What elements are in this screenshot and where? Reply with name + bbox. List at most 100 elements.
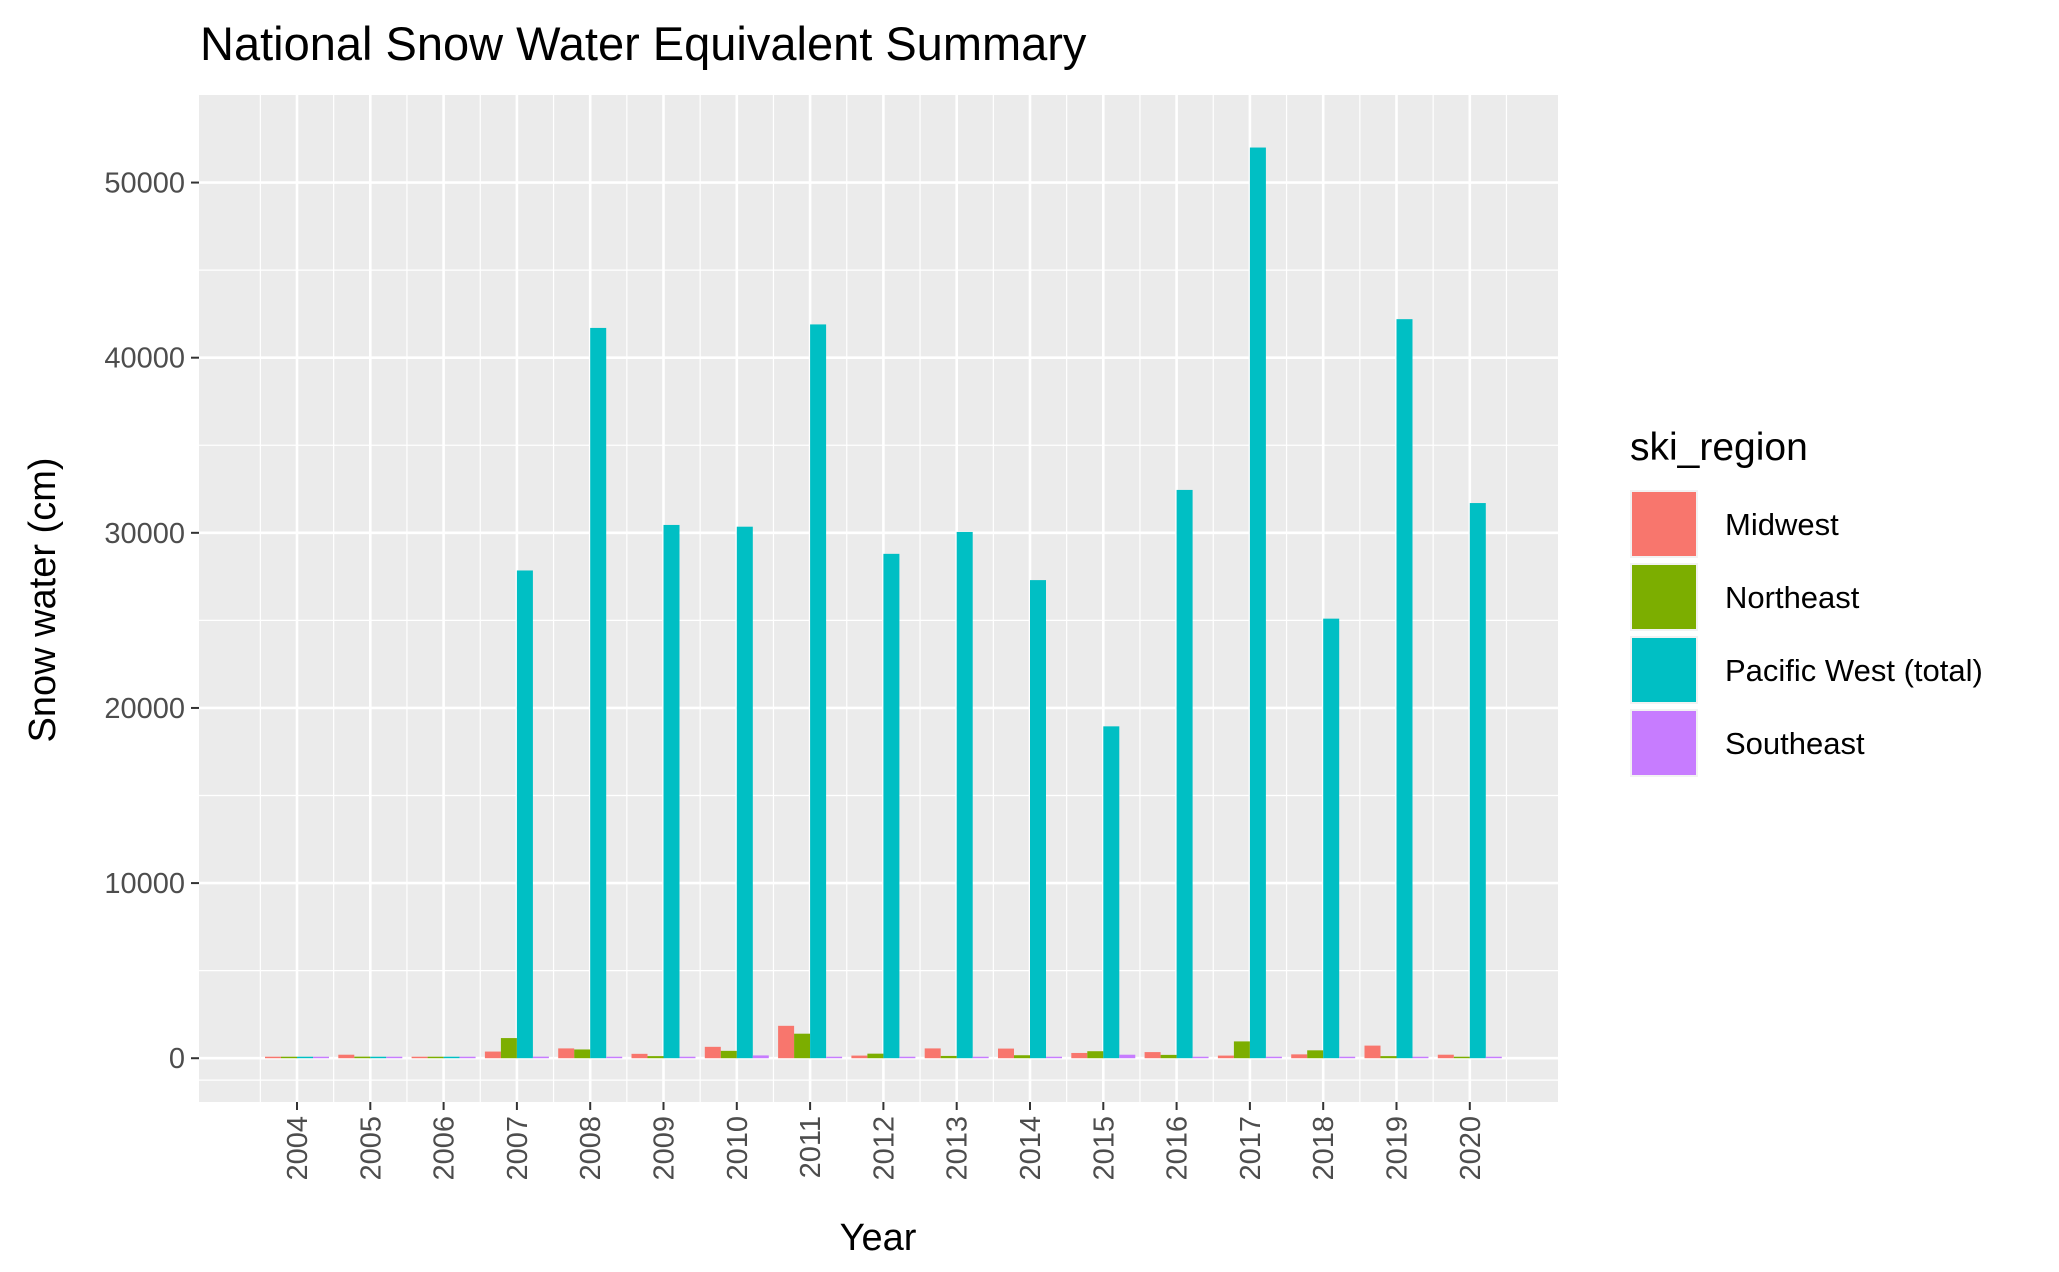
bar-southeast-2019 <box>1412 1056 1429 1059</box>
bar-pacific-west-total-2010 <box>736 526 753 1059</box>
bar-midwest-2007 <box>484 1051 501 1059</box>
y-tick-label: 30000 <box>104 518 185 550</box>
bar-northeast-2008 <box>574 1049 591 1059</box>
bar-midwest-2018 <box>1291 1054 1308 1059</box>
y-tick-label: 40000 <box>104 343 185 375</box>
x-tick-label: 2012 <box>868 1116 900 1181</box>
bar-pacific-west-total-2012 <box>883 553 900 1059</box>
bar-midwest-2019 <box>1364 1045 1381 1059</box>
bar-midwest-2015 <box>1071 1052 1088 1059</box>
bar-southeast-2011 <box>826 1056 843 1059</box>
legend: ski_region Midwest Northeast Pacific West … <box>1630 426 1983 777</box>
x-tick-label: 2018 <box>1308 1116 1340 1181</box>
bar-pacific-west-total-2011 <box>810 324 827 1059</box>
bar-northeast-2006 <box>427 1056 444 1059</box>
bar-southeast-2015 <box>1119 1054 1136 1059</box>
x-tick-label: 2010 <box>722 1116 754 1181</box>
bar-pacific-west-total-2015 <box>1103 726 1120 1059</box>
legend-label: Southeast <box>1725 726 1865 761</box>
legend-title: ski_region <box>1630 426 1808 469</box>
bar-northeast-2013 <box>940 1055 957 1059</box>
bar-northeast-2019 <box>1380 1056 1397 1059</box>
bar-pacific-west-total-2004 <box>297 1056 313 1059</box>
bar-northeast-2004 <box>281 1056 297 1059</box>
bar-southeast-2006 <box>459 1056 476 1059</box>
x-axis-ticks: 2004 2005 2006 2007 2008 2009 2010 2011 2012 2013… <box>282 1102 1487 1181</box>
bar-southeast-2004 <box>313 1056 329 1059</box>
bars <box>265 147 1502 1059</box>
bar-midwest-2005 <box>338 1054 355 1059</box>
bar-northeast-2015 <box>1087 1051 1104 1059</box>
legend-label: Northeast <box>1725 580 1860 615</box>
bar-pacific-west-total-2007 <box>516 570 533 1059</box>
x-tick-label: 2009 <box>649 1116 681 1181</box>
x-tick-label: 2017 <box>1235 1116 1267 1181</box>
bar-northeast-2012 <box>867 1053 884 1059</box>
y-axis-title: Snow water (cm) <box>22 457 64 742</box>
x-tick-label: 2004 <box>282 1116 314 1181</box>
bar-pacific-west-total-2014 <box>1030 580 1046 1059</box>
bar-northeast-2009 <box>647 1056 664 1059</box>
x-tick-label: 2005 <box>355 1116 387 1181</box>
bar-northeast-2014 <box>1014 1055 1030 1059</box>
legend-label: Pacific West (total) <box>1725 653 1983 688</box>
legend-label: Midwest <box>1725 507 1839 542</box>
legend-swatch <box>1632 492 1696 556</box>
bar-pacific-west-total-2017 <box>1249 147 1266 1059</box>
x-tick-label: 2020 <box>1455 1116 1487 1181</box>
bar-pacific-west-total-2006 <box>443 1056 460 1059</box>
legend-swatch <box>1632 638 1696 702</box>
bar-pacific-west-total-2019 <box>1396 319 1413 1059</box>
bar-midwest-2017 <box>1217 1055 1234 1059</box>
bar-southeast-2012 <box>899 1056 916 1059</box>
bar-southeast-2020 <box>1485 1056 1502 1059</box>
bar-pacific-west-total-2005 <box>370 1056 387 1059</box>
x-tick-label: 2014 <box>1015 1116 1047 1181</box>
bar-southeast-2009 <box>679 1056 696 1059</box>
legend-swatch <box>1632 565 1696 629</box>
bar-northeast-2007 <box>500 1038 517 1059</box>
bar-southeast-2005 <box>386 1056 403 1059</box>
bar-pacific-west-total-2020 <box>1469 503 1486 1059</box>
x-tick-label: 2013 <box>942 1116 974 1181</box>
bar-midwest-2020 <box>1437 1054 1454 1059</box>
bar-pacific-west-total-2018 <box>1323 618 1340 1059</box>
bar-northeast-2010 <box>720 1050 737 1059</box>
x-tick-label: 2007 <box>502 1116 534 1181</box>
bar-southeast-2014 <box>1046 1056 1062 1059</box>
bar-southeast-2010 <box>752 1055 769 1059</box>
bar-midwest-2016 <box>1144 1052 1161 1059</box>
x-axis-title: Year <box>840 1217 917 1259</box>
bar-midwest-2014 <box>998 1048 1014 1059</box>
bar-midwest-2009 <box>631 1053 648 1059</box>
bar-pacific-west-total-2016 <box>1176 489 1193 1059</box>
bar-northeast-2018 <box>1307 1050 1324 1059</box>
bar-southeast-2007 <box>532 1056 549 1059</box>
bar-northeast-2020 <box>1453 1056 1470 1059</box>
y-tick-label: 50000 <box>104 168 185 200</box>
x-tick-label: 2011 <box>795 1116 827 1178</box>
y-tick-label: 20000 <box>104 693 185 725</box>
x-tick-label: 2006 <box>429 1116 461 1181</box>
bar-southeast-2016 <box>1192 1056 1209 1059</box>
bar-midwest-2010 <box>704 1046 721 1059</box>
bar-pacific-west-total-2013 <box>956 531 973 1059</box>
x-tick-label: 2008 <box>575 1116 607 1181</box>
y-tick-label: 10000 <box>104 868 185 900</box>
bar-northeast-2016 <box>1160 1054 1177 1059</box>
bar-pacific-west-total-2008 <box>590 327 607 1059</box>
bar-northeast-2005 <box>354 1056 371 1059</box>
bar-southeast-2008 <box>606 1056 623 1059</box>
bar-pacific-west-total-2009 <box>663 524 680 1059</box>
y-axis-ticks: 0 10000 20000 30000 40000 50000 <box>104 168 199 1075</box>
bar-midwest-2006 <box>411 1056 428 1059</box>
bar-northeast-2017 <box>1233 1041 1250 1059</box>
bar-midwest-2011 <box>778 1025 795 1059</box>
chart-title: National Snow Water Equivalent Summary <box>200 17 1087 70</box>
bar-southeast-2017 <box>1265 1056 1282 1059</box>
bar-midwest-2013 <box>924 1048 941 1059</box>
bar-midwest-2004 <box>265 1056 281 1059</box>
x-tick-label: 2015 <box>1088 1116 1120 1181</box>
bar-northeast-2011 <box>794 1033 811 1059</box>
x-tick-label: 2019 <box>1382 1116 1414 1181</box>
